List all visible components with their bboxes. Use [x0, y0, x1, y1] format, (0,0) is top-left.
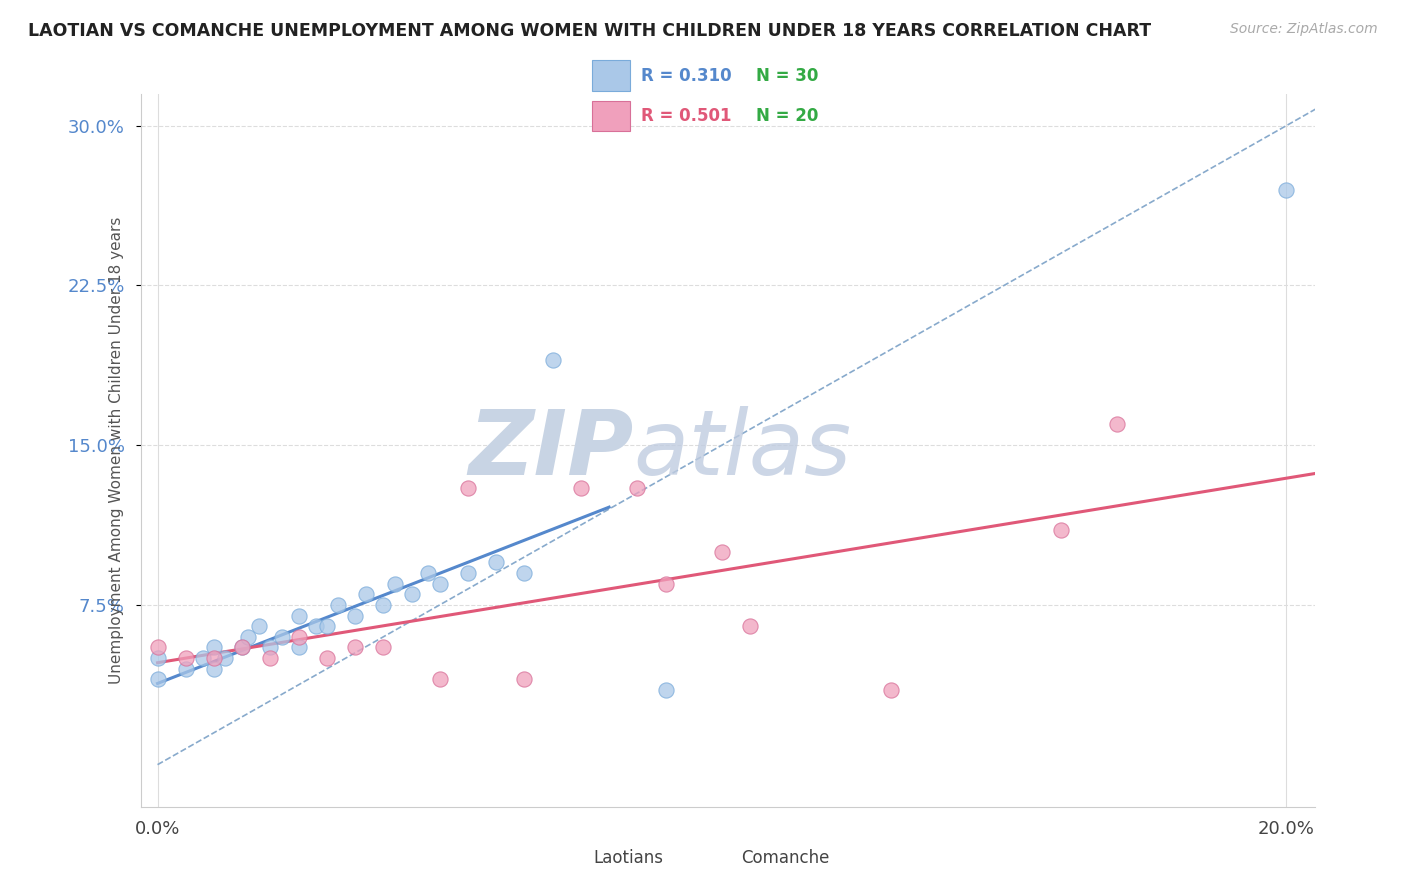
Point	[880, 683, 903, 698]
Point	[373, 640, 395, 655]
Y-axis label: Unemployment Among Women with Children Under 18 years: Unemployment Among Women with Children U…	[108, 217, 124, 684]
Point	[202, 662, 225, 676]
Point	[429, 673, 451, 687]
Point	[626, 481, 648, 495]
Point	[315, 619, 337, 633]
Point	[287, 608, 309, 623]
Point	[1105, 417, 1128, 431]
Point	[457, 481, 479, 495]
Point	[418, 566, 440, 580]
Point	[247, 619, 270, 633]
Point	[315, 651, 337, 665]
FancyBboxPatch shape	[592, 61, 630, 91]
Point	[1049, 524, 1071, 538]
Point	[146, 673, 169, 687]
Text: Comanche: Comanche	[741, 849, 830, 867]
Point	[214, 651, 236, 665]
Point	[259, 651, 281, 665]
Point	[384, 576, 406, 591]
Text: atlas: atlas	[634, 407, 852, 494]
Point	[740, 619, 762, 633]
Point	[174, 651, 197, 665]
Point	[1275, 182, 1298, 196]
Point	[146, 640, 169, 655]
Point	[710, 544, 733, 558]
Text: ZIP: ZIP	[468, 407, 634, 494]
Point	[541, 353, 564, 368]
Point	[236, 630, 259, 644]
Point	[202, 640, 225, 655]
Point	[513, 566, 536, 580]
Point	[513, 673, 536, 687]
Point	[287, 630, 309, 644]
Point	[231, 640, 253, 655]
Point	[328, 598, 350, 612]
Point	[231, 640, 253, 655]
FancyBboxPatch shape	[592, 101, 630, 131]
Point	[485, 555, 508, 569]
Point	[429, 576, 451, 591]
Text: LAOTIAN VS COMANCHE UNEMPLOYMENT AMONG WOMEN WITH CHILDREN UNDER 18 YEARS CORREL: LAOTIAN VS COMANCHE UNEMPLOYMENT AMONG W…	[28, 22, 1152, 40]
Point	[270, 630, 292, 644]
Text: R = 0.501: R = 0.501	[641, 107, 731, 125]
Text: N = 30: N = 30	[756, 67, 818, 85]
Point	[191, 651, 214, 665]
Text: Laotians: Laotians	[593, 849, 664, 867]
Point	[356, 587, 378, 601]
Point	[259, 640, 281, 655]
Point	[146, 651, 169, 665]
Point	[174, 662, 197, 676]
Point	[344, 608, 367, 623]
Point	[304, 619, 326, 633]
Point	[654, 576, 676, 591]
Point	[373, 598, 395, 612]
Point	[654, 683, 676, 698]
Point	[202, 651, 225, 665]
Text: R = 0.310: R = 0.310	[641, 67, 731, 85]
Point	[569, 481, 592, 495]
Point	[344, 640, 367, 655]
Point	[287, 640, 309, 655]
Text: Source: ZipAtlas.com: Source: ZipAtlas.com	[1230, 22, 1378, 37]
Text: N = 20: N = 20	[756, 107, 818, 125]
Point	[457, 566, 479, 580]
Point	[401, 587, 423, 601]
